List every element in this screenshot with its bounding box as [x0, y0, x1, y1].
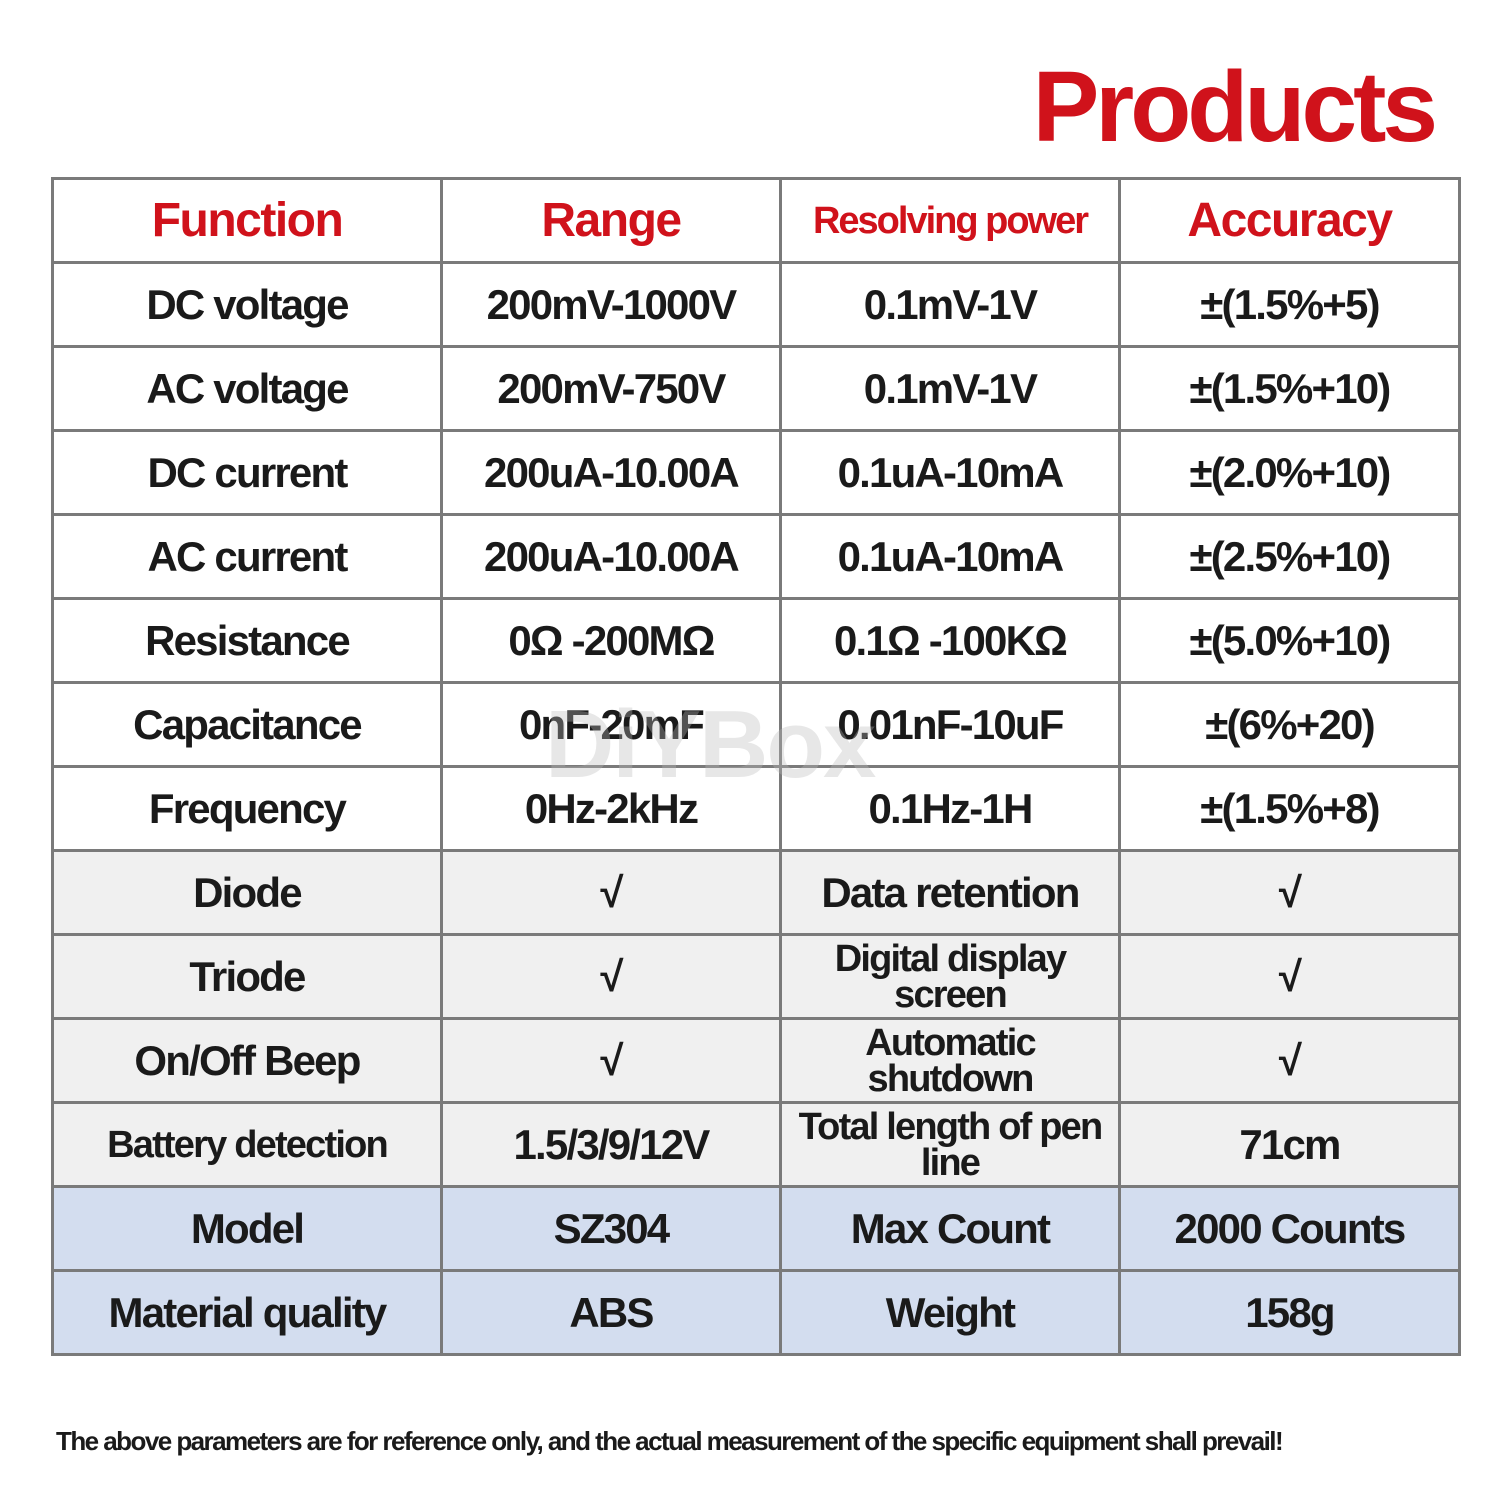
header-cell: Range [440, 177, 782, 264]
table-row: Model SZ304 Max Count 2000 Counts [51, 1185, 1461, 1272]
table-cell: 0.1mV-1V [779, 261, 1121, 348]
table-cell: Model [51, 1185, 443, 1272]
table-cell: √ [1118, 1017, 1461, 1104]
table-header: Function Range Resolving power Accuracy [51, 177, 1461, 264]
table-cell: ABS [440, 1269, 782, 1356]
table-cell: Total length of pen line [779, 1101, 1121, 1188]
table-cell: Capacitance [51, 681, 443, 768]
table-row: Frequency 0Hz-2kHz 0.1Hz-1H ±(1.5%+8) [51, 765, 1461, 852]
table-cell: 2000 Counts [1118, 1185, 1461, 1272]
table-cell: Weight [779, 1269, 1121, 1356]
header-cell: Function [51, 177, 443, 264]
table-row: Material quality ABS Weight 158g [51, 1269, 1461, 1356]
table-cell: Data retention [779, 849, 1121, 936]
table-cell: 0Ω -200MΩ [440, 597, 782, 684]
table-row: Battery detection 1.5/3/9/12V Total length… [51, 1101, 1461, 1188]
table-cell: 0.1mV-1V [779, 345, 1121, 432]
table-cell: √ [440, 1017, 782, 1104]
table-cell: 0nF-20mF [440, 681, 782, 768]
table-cell: ±(1.5%+5) [1118, 261, 1461, 348]
table-row: Triode √ Digital display screen √ [51, 933, 1461, 1020]
table-cell: 200uA-10.00A [440, 429, 782, 516]
table-cell: Battery detection [51, 1101, 443, 1188]
table-cell: Resistance [51, 597, 443, 684]
table-row: On/Off Beep √ Automatic shutdown √ [51, 1017, 1461, 1104]
table-cell: 200uA-10.00A [440, 513, 782, 600]
table-cell: ±(1.5%+10) [1118, 345, 1461, 432]
table-row: Resistance 0Ω -200MΩ 0.1Ω -100KΩ ±(5.0%+10) [51, 597, 1461, 684]
table-cell: 0.01nF-10uF [779, 681, 1121, 768]
table-cell: 0.1uA-10mA [779, 513, 1121, 600]
table-cell: ±(6%+20) [1118, 681, 1461, 768]
table-cell: AC current [51, 513, 443, 600]
table-body: DC voltage 200mV-1000V 0.1mV-1V ±(1.5%+5) AC… [51, 261, 1461, 1356]
table-cell: DC current [51, 429, 443, 516]
table-cell: Automatic shutdown [779, 1017, 1121, 1104]
table-cell: 1.5/3/9/12V [440, 1101, 782, 1188]
table-row: Diode √ Data retention √ [51, 849, 1461, 936]
table-row: AC current 200uA-10.00A 0.1uA-10mA ±(2.5%+1… [51, 513, 1461, 600]
table-cell: Diode [51, 849, 443, 936]
table-row: DC current 200uA-10.00A 0.1uA-10mA ±(2.0%+1… [51, 429, 1461, 516]
table-cell: 200mV-1000V [440, 261, 782, 348]
table-cell: Max Count [779, 1185, 1121, 1272]
table-cell: AC voltage [51, 345, 443, 432]
table-cell: √ [1118, 933, 1461, 1020]
spec-table: Function Range Resolving power Accuracy DC … [51, 177, 1461, 1356]
header-cell: Resolving power [779, 177, 1121, 264]
table-cell: DC voltage [51, 261, 443, 348]
table-cell: 0.1uA-10mA [779, 429, 1121, 516]
table-cell: Frequency [51, 765, 443, 852]
table-cell: ±(2.0%+10) [1118, 429, 1461, 516]
table-cell: 0.1Ω -100KΩ [779, 597, 1121, 684]
header-cell: Accuracy [1118, 177, 1461, 264]
table-cell: √ [440, 933, 782, 1020]
table-cell: Material quality [51, 1269, 443, 1356]
header-row: Function Range Resolving power Accuracy [51, 177, 1461, 264]
title: Products [1032, 51, 1438, 163]
table-cell: SZ304 [440, 1185, 782, 1272]
table-cell: 200mV-750V [440, 345, 782, 432]
table-row: AC voltage 200mV-750V 0.1mV-1V ±(1.5%+10) [51, 345, 1461, 432]
table-cell: √ [440, 849, 782, 936]
table-cell: Triode [51, 933, 443, 1020]
table-cell: ±(1.5%+8) [1118, 765, 1461, 852]
table-row: DC voltage 200mV-1000V 0.1mV-1V ±(1.5%+5) [51, 261, 1461, 348]
table-cell: ±(2.5%+10) [1118, 513, 1461, 600]
table-cell: 0Hz-2kHz [440, 765, 782, 852]
footnote: The above parameters are for reference o… [56, 1426, 1284, 1456]
watermark: DiYBox [545, 691, 876, 798]
table-cell: On/Off Beep [51, 1017, 443, 1104]
table-cell: 71cm [1118, 1101, 1461, 1188]
table-cell: ±(5.0%+10) [1118, 597, 1461, 684]
table-cell: Digital display screen [779, 933, 1121, 1020]
table-row: Capacitance 0nF-20mF 0.01nF-10uF ±(6%+20) [51, 681, 1461, 768]
table-cell: √ [1118, 849, 1461, 936]
table-cell: 0.1Hz-1H [779, 765, 1121, 852]
table-cell: 158g [1118, 1269, 1461, 1356]
